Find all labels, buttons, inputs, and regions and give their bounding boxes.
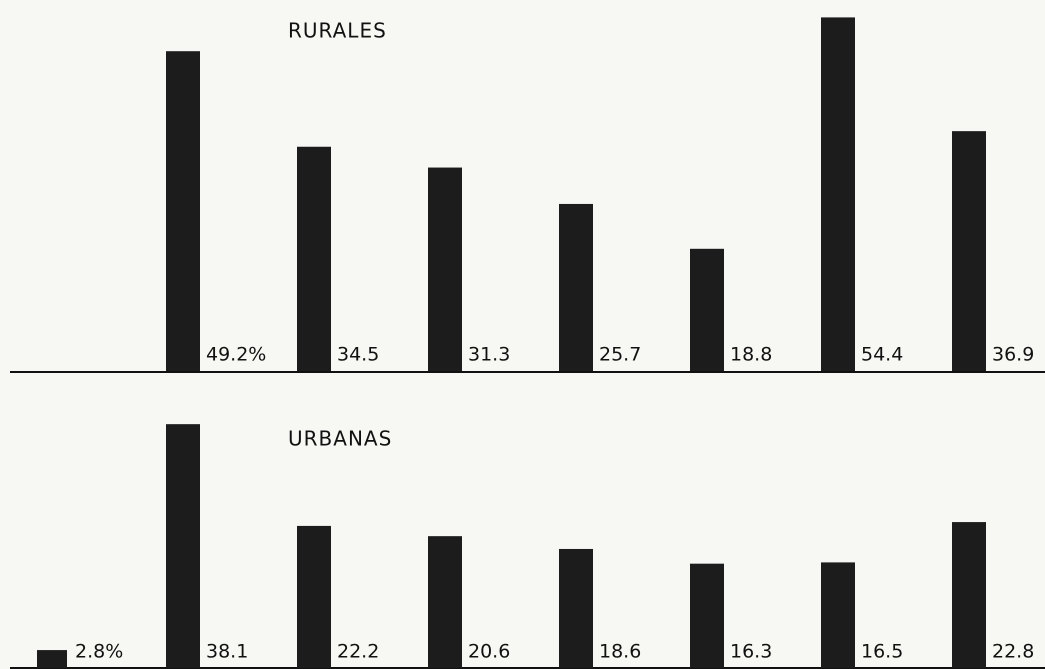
- bar: [166, 51, 200, 371]
- value-label: 18.6: [599, 641, 641, 663]
- value-label: 31.3: [468, 344, 510, 366]
- bar: [428, 536, 462, 668]
- bar: [297, 146, 331, 371]
- bar: [690, 248, 724, 371]
- bar: [559, 203, 593, 371]
- value-label: 22.8: [992, 641, 1034, 663]
- value-label: 16.5: [861, 641, 903, 663]
- bar: [952, 131, 986, 371]
- value-label: 18.8: [730, 344, 772, 366]
- bar: [690, 563, 724, 668]
- value-label: 2.8%: [75, 641, 123, 663]
- value-label: 49.2%: [206, 344, 266, 366]
- value-label: 38.1: [206, 641, 248, 663]
- value-label: 34.5: [337, 344, 379, 366]
- bar: [821, 562, 855, 668]
- bar: [821, 17, 855, 372]
- value-label: 16.3: [730, 641, 772, 663]
- value-label: 54.4: [861, 344, 903, 366]
- bar: [166, 424, 200, 668]
- bar: [952, 522, 986, 668]
- value-label: 20.6: [468, 641, 510, 663]
- bar: [428, 167, 462, 371]
- value-label: 36.9: [992, 344, 1034, 366]
- bar: [297, 525, 331, 668]
- value-label: 25.7: [599, 344, 641, 366]
- bar: [559, 548, 593, 668]
- chart-title: RURALES: [288, 19, 387, 43]
- value-label: 22.2: [337, 641, 379, 663]
- chart-title: URBANAS: [288, 427, 392, 451]
- bar: [37, 650, 67, 668]
